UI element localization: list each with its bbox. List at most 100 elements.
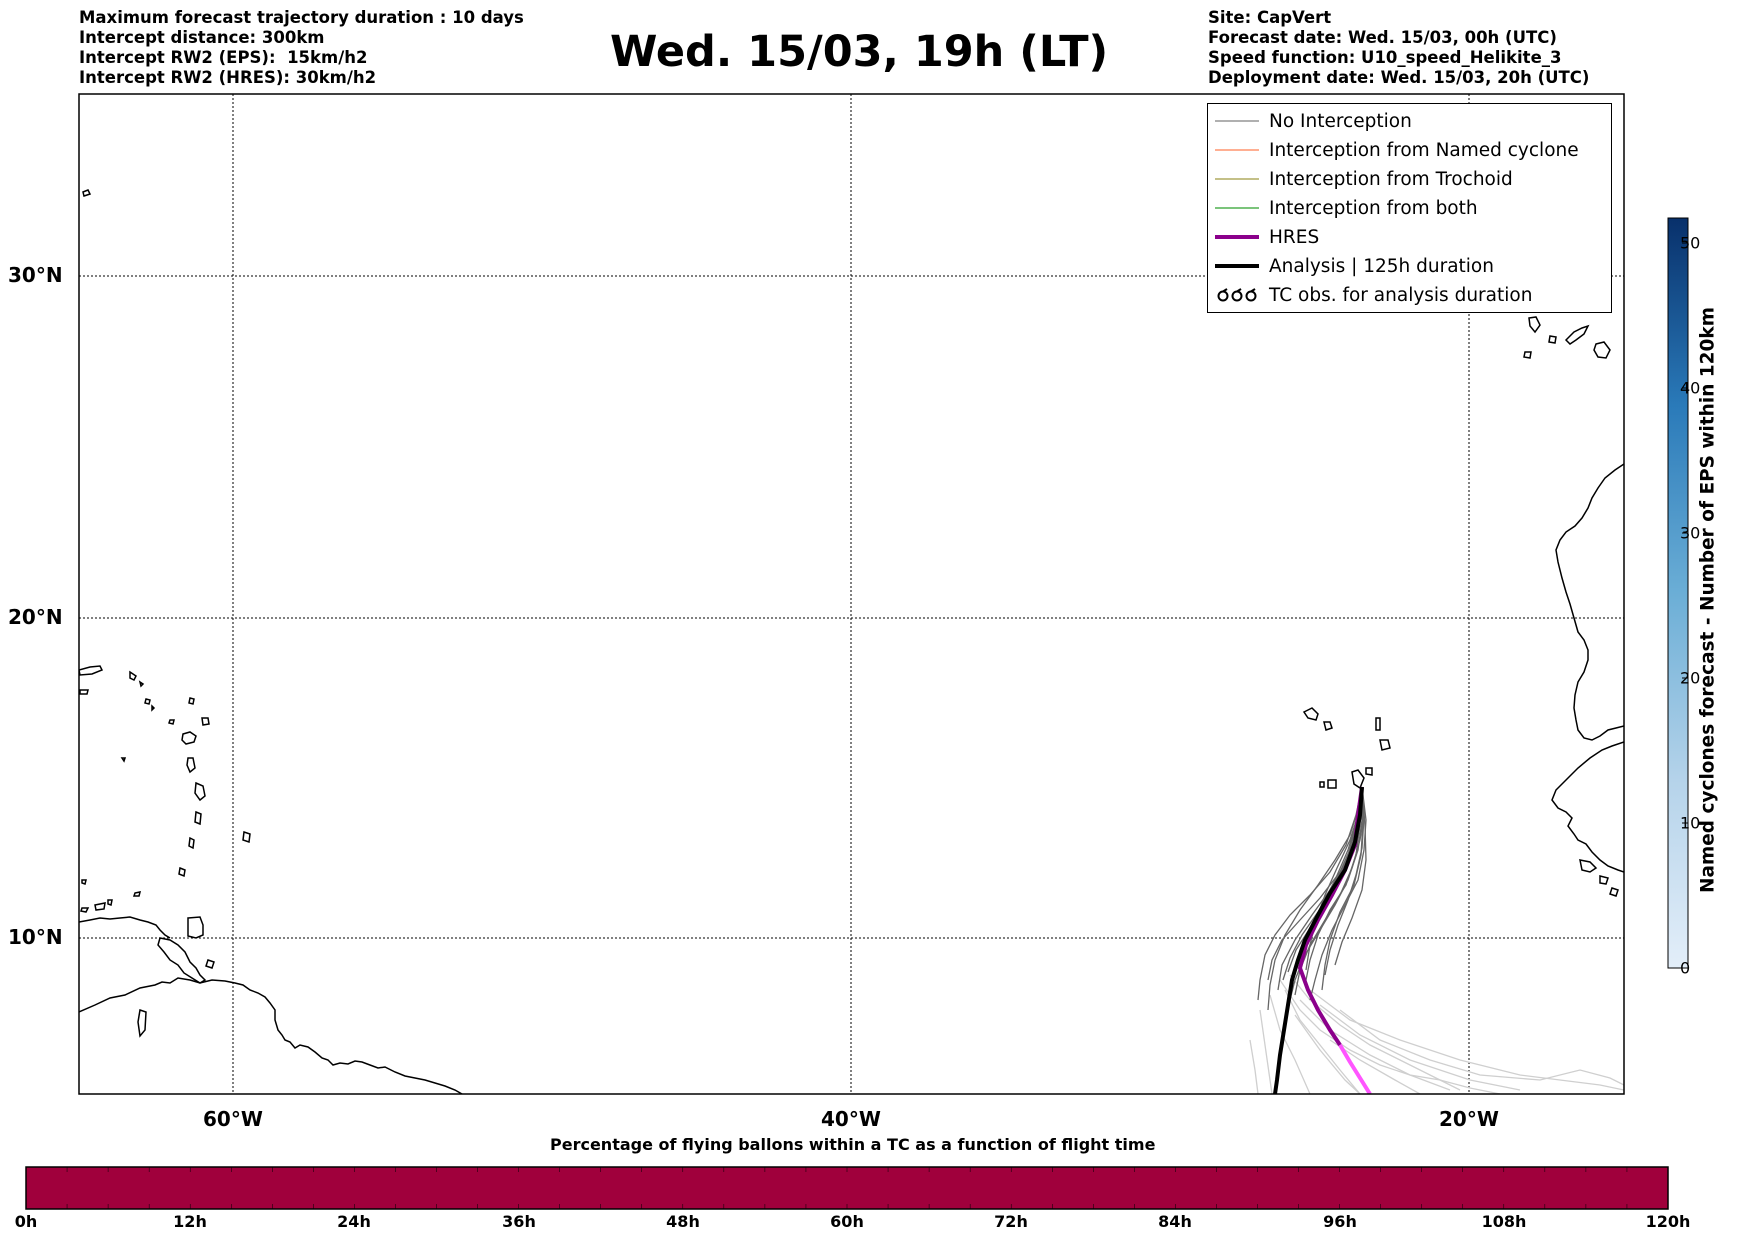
bar-tick-label: 12h bbox=[173, 1212, 207, 1231]
colorbar-ticks bbox=[1682, 242, 1688, 969]
eps-trajectories bbox=[1249, 786, 1624, 1094]
legend-label: Interception from Trochoid bbox=[1269, 168, 1513, 190]
bar-tick-label: 24h bbox=[337, 1212, 371, 1231]
lat-label-20n: 20°N bbox=[8, 605, 63, 629]
island-canary-1 bbox=[1528, 316, 1541, 334]
legend-label: Interception from Named cyclone bbox=[1269, 139, 1579, 161]
legend-swatch bbox=[1215, 149, 1259, 151]
island-canary-3 bbox=[1523, 351, 1532, 359]
island-santiago bbox=[1351, 769, 1365, 790]
info-forecast-date: Forecast date: Wed. 15/03, 00h (UTC) bbox=[1208, 28, 1557, 47]
map-gridlines bbox=[79, 94, 1624, 1094]
island-boa-vista bbox=[1379, 739, 1391, 751]
island-st-lucia bbox=[194, 810, 202, 826]
legend-label: Analysis | 125h duration bbox=[1269, 255, 1494, 277]
info-intercept-distance: Intercept distance: 300km bbox=[79, 28, 325, 47]
trinidad-coast bbox=[157, 937, 207, 984]
legend-label: HRES bbox=[1269, 226, 1320, 248]
legend-swatch bbox=[1215, 207, 1259, 209]
island-pr-east bbox=[79, 665, 104, 676]
coastlines bbox=[79, 189, 1624, 1094]
info-speed-function: Speed function: U10_speed_Helikite_3 bbox=[1208, 48, 1562, 67]
eps-trajectories-late bbox=[1249, 974, 1624, 1094]
south-america-coast bbox=[79, 977, 463, 1094]
island-curacao bbox=[94, 902, 106, 911]
island-canary-5 bbox=[1593, 341, 1611, 359]
colorbar-tick-label: 50 bbox=[1680, 233, 1701, 253]
island-sao-vicente bbox=[1323, 721, 1333, 731]
legend-swatch bbox=[1215, 178, 1259, 180]
island-st-croix bbox=[79, 689, 89, 695]
legend-swatch bbox=[1215, 120, 1259, 122]
map-legend: No Interception Interception from Named … bbox=[1207, 103, 1612, 313]
island-barbados bbox=[242, 830, 251, 844]
island-martinique bbox=[194, 781, 206, 802]
info-left-block: Maximum forecast trajectory duration : 1… bbox=[79, 8, 524, 88]
page-title: Wed. 15/03, 19h (LT) bbox=[610, 27, 1109, 77]
island-tobago bbox=[205, 959, 215, 969]
colorbar-tick-label: 40 bbox=[1680, 378, 1701, 398]
bar-tick-label: 120h bbox=[1645, 1212, 1691, 1231]
bar-tick-label: 48h bbox=[666, 1212, 700, 1231]
island-la-blanquilla bbox=[81, 879, 87, 885]
lat-label-30n: 30°N bbox=[8, 263, 63, 287]
flight-time-bar-title: Percentage of flying ballons within a TC… bbox=[550, 1135, 1156, 1154]
island-st-vincent bbox=[188, 836, 195, 850]
colorbar-tick-label: 10 bbox=[1680, 813, 1701, 833]
info-intercept-rw2-eps: Intercept RW2 (EPS): 15km/h2 bbox=[79, 48, 368, 67]
colorbar-title: Named cyclones forecast - Number of EPS … bbox=[1697, 306, 1719, 894]
island-sal bbox=[1375, 717, 1381, 731]
island-bijagos bbox=[1579, 859, 1619, 897]
island-santo-antao bbox=[1302, 707, 1319, 721]
legend-label: No Interception bbox=[1269, 110, 1412, 132]
legend-label: Interception from both bbox=[1269, 197, 1478, 219]
lon-label-20w: 20°W bbox=[1439, 1107, 1499, 1131]
info-right-block: Site: CapVert Forecast date: Wed. 15/03,… bbox=[1208, 8, 1589, 88]
island-maio bbox=[1365, 767, 1373, 776]
island-bermuda-like bbox=[82, 189, 92, 197]
info-deployment-date: Deployment date: Wed. 15/03, 20h (UTC) bbox=[1208, 68, 1590, 87]
island-montserrat bbox=[188, 697, 195, 705]
island-trinidad-main bbox=[187, 916, 204, 939]
bar-tick-label: 72h bbox=[994, 1212, 1028, 1231]
island-canary-2 bbox=[1548, 335, 1557, 344]
island-small-2 bbox=[120, 757, 127, 763]
colorbar-tick-label: 30 bbox=[1680, 523, 1701, 543]
info-max-duration: Maximum forecast trajectory duration : 1… bbox=[79, 8, 524, 27]
island-aruba bbox=[80, 907, 90, 913]
info-intercept-rw2-hres: Intercept RW2 (HRES): 30km/h2 bbox=[79, 68, 377, 87]
legend-swatch bbox=[1215, 235, 1259, 239]
bar-tick-label: 36h bbox=[502, 1212, 536, 1231]
info-site: Site: CapVert bbox=[1208, 8, 1332, 27]
island-fogo bbox=[1327, 779, 1337, 789]
island-bonaire bbox=[107, 899, 113, 906]
legend-swatch bbox=[1215, 264, 1259, 268]
island-small-sa bbox=[137, 1009, 147, 1038]
flight-time-bar bbox=[25, 1166, 1669, 1210]
colorbar-gradient bbox=[1667, 217, 1689, 969]
bar-tick-label: 96h bbox=[1323, 1212, 1357, 1231]
colorbar bbox=[1667, 217, 1689, 969]
island-small-1 bbox=[168, 719, 175, 725]
colorbar-tick-label: 20 bbox=[1680, 668, 1701, 688]
venezuela-north-coast bbox=[79, 916, 171, 939]
africa-senegal-coast bbox=[1551, 741, 1624, 873]
island-canary-4 bbox=[1564, 324, 1590, 345]
island-st-kitts bbox=[144, 698, 156, 712]
island-grenada bbox=[178, 866, 186, 878]
bar-tick-label: 60h bbox=[830, 1212, 864, 1231]
island-dominica bbox=[186, 757, 196, 774]
hres-trajectory-late bbox=[1338, 1043, 1372, 1094]
analysis-trajectory bbox=[1273, 786, 1364, 1094]
bar-tick-label: 108h bbox=[1481, 1212, 1527, 1231]
africa-west-coast bbox=[1555, 463, 1624, 741]
island-brava bbox=[1319, 781, 1325, 788]
island-anguilla bbox=[129, 670, 145, 688]
colorbar-tick-label: 0 bbox=[1680, 958, 1691, 978]
island-guadeloupe bbox=[181, 731, 197, 745]
eps-trajectories-early bbox=[1257, 786, 1367, 1011]
tc-symbol-icon bbox=[1217, 288, 1257, 302]
island-antigua bbox=[201, 717, 210, 726]
lat-label-10n: 10°N bbox=[8, 925, 63, 949]
